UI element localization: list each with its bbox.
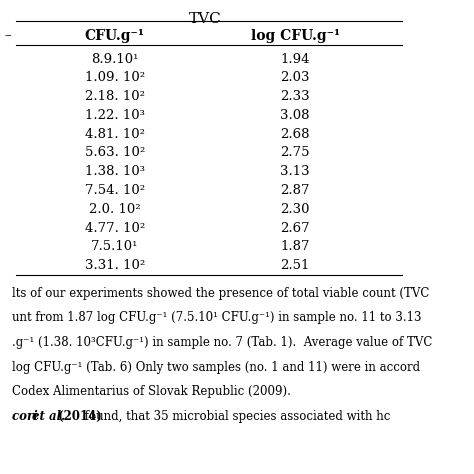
Text: found, that 35 microbial species associated with hc: found, that 35 microbial species associa… bbox=[81, 410, 391, 423]
Text: 2.68: 2.68 bbox=[281, 128, 310, 141]
Text: 4.81. 10²: 4.81. 10² bbox=[85, 128, 145, 141]
Text: 4.77. 10²: 4.77. 10² bbox=[85, 221, 145, 235]
Text: 8.9.10¹: 8.9.10¹ bbox=[91, 53, 138, 66]
Text: 1.94: 1.94 bbox=[281, 53, 310, 66]
Text: 2.33: 2.33 bbox=[280, 90, 310, 103]
Text: 5.63. 10²: 5.63. 10² bbox=[85, 146, 145, 159]
Text: 2.67: 2.67 bbox=[280, 221, 310, 235]
Text: Codex Alimentarius of Slovak Republic (2009).: Codex Alimentarius of Slovak Republic (2… bbox=[12, 385, 291, 398]
Text: 2.51: 2.51 bbox=[281, 259, 310, 272]
Text: unt from 1.87 log CFU.g⁻¹ (7.5.10¹ CFU.g⁻¹) in sample no. 11 to 3.13: unt from 1.87 log CFU.g⁻¹ (7.5.10¹ CFU.g… bbox=[12, 311, 422, 324]
Text: 7.54. 10²: 7.54. 10² bbox=[85, 184, 145, 197]
Text: 2.30: 2.30 bbox=[281, 203, 310, 216]
Text: 1.38. 10³: 1.38. 10³ bbox=[85, 165, 145, 178]
Text: log CFU.g⁻¹ (Tab. 6) Only two samples (no. 1 and 11) were in accord: log CFU.g⁻¹ (Tab. 6) Only two samples (n… bbox=[12, 361, 420, 374]
Text: 3.13: 3.13 bbox=[280, 165, 310, 178]
Text: CFU.g⁻¹: CFU.g⁻¹ bbox=[85, 28, 145, 43]
Text: 1.09. 10²: 1.09. 10² bbox=[85, 72, 145, 84]
Text: et al.: et al. bbox=[32, 410, 65, 423]
Text: 1.87: 1.87 bbox=[281, 240, 310, 253]
Text: lts of our experiments showed the presence of total viable count (TVC: lts of our experiments showed the presen… bbox=[12, 287, 429, 300]
Text: 2.18. 10²: 2.18. 10² bbox=[85, 90, 145, 103]
Text: .g⁻¹ (1.38. 10³CFU.g⁻¹) in sample no. 7 (Tab. 1).  Average value of TVC: .g⁻¹ (1.38. 10³CFU.g⁻¹) in sample no. 7 … bbox=[12, 336, 433, 349]
Text: 1.22. 10³: 1.22. 10³ bbox=[85, 109, 145, 122]
Text: (2014): (2014) bbox=[54, 410, 102, 423]
Text: 2.0. 10²: 2.0. 10² bbox=[89, 203, 141, 216]
Text: 7.5.10¹: 7.5.10¹ bbox=[91, 240, 138, 253]
Text: 2.87: 2.87 bbox=[281, 184, 310, 197]
Text: TVC: TVC bbox=[189, 12, 221, 26]
Text: cori: cori bbox=[12, 410, 42, 423]
Text: log CFU.g⁻¹: log CFU.g⁻¹ bbox=[251, 28, 340, 43]
Text: –: – bbox=[4, 29, 11, 42]
Text: 3.08: 3.08 bbox=[281, 109, 310, 122]
Text: 2.03: 2.03 bbox=[281, 72, 310, 84]
Text: 2.75: 2.75 bbox=[281, 146, 310, 159]
Text: 3.31. 10²: 3.31. 10² bbox=[85, 259, 145, 272]
